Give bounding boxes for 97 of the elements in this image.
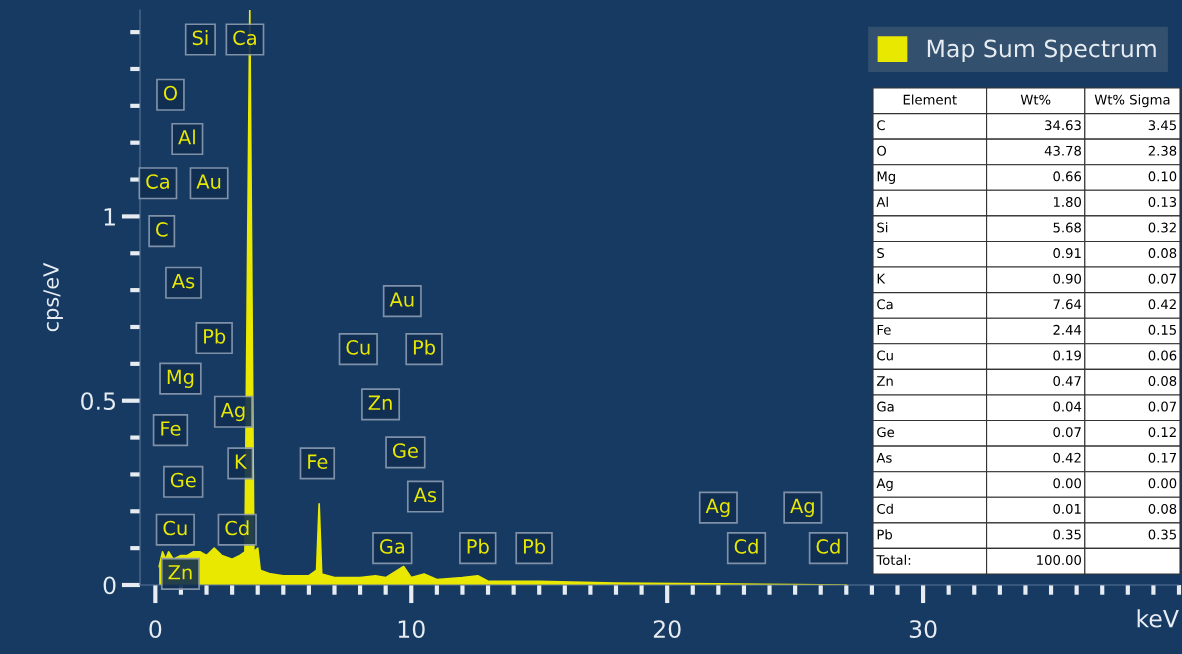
annotation: Total: [876, 554, 911, 566]
annotation: 0.42 [1053, 452, 1081, 463]
annotation: 0.17 [1148, 452, 1177, 463]
annotation: Ag [705, 498, 730, 518]
annotation: Ca [146, 174, 169, 189]
annotation: 2.44 [1053, 324, 1082, 335]
annotation: 0.06 [1148, 350, 1177, 361]
y-axis-title: cps/eV [43, 262, 63, 332]
annotation: C [877, 120, 885, 131]
annotation: 7.64 [1053, 299, 1082, 310]
annotation: Pb [467, 538, 489, 554]
annotation: Al [876, 196, 888, 207]
annotation: Cd [734, 538, 758, 554]
annotation: 1.80 [1053, 196, 1082, 207]
annotation: Fe [161, 421, 181, 436]
annotation: Pb [877, 529, 893, 540]
annotation: 3.45 [1148, 120, 1176, 131]
annotation: Ag [876, 478, 893, 491]
category-label: Wt% [1020, 94, 1051, 105]
annotation: 0.15 [1148, 324, 1176, 335]
annotation: Ge [392, 443, 418, 458]
annotation: K [235, 454, 248, 469]
annotation: Cd [816, 538, 840, 554]
annotation: 0.47 [1053, 376, 1081, 386]
legend-label: Map Sum Spectrum [927, 39, 1156, 62]
y-tick-label: 1 [104, 208, 115, 226]
annotation: O [163, 85, 178, 101]
annotation: S [877, 248, 885, 259]
x-axis-title: keV [1137, 609, 1179, 628]
annotation: C [156, 222, 168, 237]
y-tick-label: 0 [103, 576, 116, 595]
annotation: 0.00 [1148, 478, 1177, 489]
x-tick-label: 20 [653, 620, 681, 638]
annotation: Si [192, 30, 208, 46]
annotation: Ga [877, 401, 894, 412]
annotation: 0.90 [1053, 273, 1082, 284]
annotation: Cd [225, 520, 249, 536]
annotation: Fe [877, 325, 891, 335]
annotation: O [877, 145, 887, 156]
annotation: As [413, 487, 437, 503]
annotation: Ge [877, 427, 895, 438]
annotation: 0.07 [1053, 427, 1081, 438]
annotation: Ca [877, 299, 893, 310]
annotation: 0.66 [1053, 171, 1082, 182]
annotation: Pb [413, 339, 436, 355]
annotation: Ag [790, 498, 814, 518]
annotation: 0.91 [1053, 248, 1081, 259]
annotation: Pb [204, 328, 226, 344]
annotation: K [877, 273, 886, 284]
x-tick-label: 30 [909, 620, 937, 638]
annotation: Al [178, 129, 195, 145]
annotation: 43.78 [1044, 145, 1081, 156]
annotation: Au [196, 174, 221, 189]
annotation: 0.08 [1148, 376, 1177, 386]
annotation: 5.68 [1053, 222, 1081, 233]
y-tick-label: 0.5 [81, 392, 116, 411]
annotation: 0.35 [1053, 529, 1081, 540]
annotation: 0.35 [1148, 529, 1176, 540]
annotation: Zn [877, 376, 893, 386]
annotation: 34.63 [1045, 120, 1081, 131]
annotation: 0.42 [1148, 299, 1176, 310]
annotation: Mg [167, 369, 194, 388]
annotation: 0.07 [1148, 273, 1177, 284]
annotation: Ge [170, 472, 196, 488]
annotation: 0.10 [1148, 171, 1177, 182]
annotation: As [876, 452, 892, 463]
annotation: 0.19 [1053, 350, 1081, 361]
annotation: 2.38 [1148, 145, 1177, 156]
annotation: 0.12 [1148, 427, 1176, 438]
annotation: 0.01 [1053, 503, 1081, 514]
annotation: Cu [877, 350, 893, 361]
annotation: 100.00 [1037, 555, 1082, 566]
annotation: 0.13 [1148, 196, 1177, 207]
x-tick-label: 10 [398, 620, 425, 638]
annotation: 0.00 [1053, 478, 1082, 489]
annotation: Fe [308, 454, 328, 470]
annotation: Si [877, 222, 888, 233]
annotation: Ca [233, 30, 256, 46]
annotation: Cu [163, 520, 187, 536]
annotation: Pb [523, 538, 546, 554]
annotation: Mg [877, 171, 895, 184]
annotation: Ga [379, 539, 405, 554]
annotation: 0.07 [1148, 401, 1177, 412]
annotation: Cu [346, 340, 370, 355]
annotation: 0.32 [1148, 222, 1176, 233]
annotation: Zn [368, 395, 392, 410]
annotation: Zn [168, 565, 192, 580]
annotation: 0.08 [1148, 503, 1177, 514]
annotation: Au [389, 292, 414, 307]
x-tick-label: 0 [149, 620, 162, 638]
annotation: Cd [877, 503, 893, 514]
annotation: Ag [220, 402, 245, 422]
category-label: Wt% Sigma [1094, 94, 1170, 108]
annotation: 0.04 [1053, 401, 1082, 412]
annotation: 0.08 [1148, 248, 1177, 259]
annotation: As [171, 273, 195, 289]
category-label: Element [903, 94, 957, 105]
